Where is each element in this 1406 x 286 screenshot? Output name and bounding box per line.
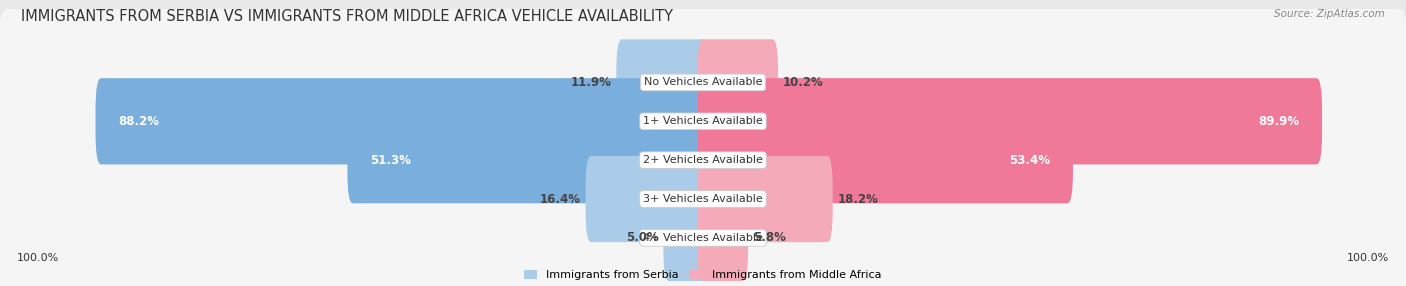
Text: 11.9%: 11.9%	[571, 76, 612, 89]
FancyBboxPatch shape	[0, 48, 1406, 195]
Text: 3+ Vehicles Available: 3+ Vehicles Available	[643, 194, 763, 204]
FancyBboxPatch shape	[96, 78, 709, 164]
FancyBboxPatch shape	[616, 39, 709, 126]
Text: IMMIGRANTS FROM SERBIA VS IMMIGRANTS FROM MIDDLE AFRICA VEHICLE AVAILABILITY: IMMIGRANTS FROM SERBIA VS IMMIGRANTS FRO…	[21, 9, 673, 23]
FancyBboxPatch shape	[697, 117, 1073, 203]
Text: 4+ Vehicles Available: 4+ Vehicles Available	[643, 233, 763, 243]
Text: 1+ Vehicles Available: 1+ Vehicles Available	[643, 116, 763, 126]
FancyBboxPatch shape	[0, 164, 1406, 286]
FancyBboxPatch shape	[697, 156, 832, 242]
FancyBboxPatch shape	[697, 78, 1322, 164]
Text: 89.9%: 89.9%	[1258, 115, 1299, 128]
Text: 100.0%: 100.0%	[1347, 253, 1389, 263]
FancyBboxPatch shape	[697, 195, 748, 281]
Text: 53.4%: 53.4%	[1010, 154, 1050, 167]
FancyBboxPatch shape	[664, 195, 709, 281]
Text: 2+ Vehicles Available: 2+ Vehicles Available	[643, 155, 763, 165]
Text: 100.0%: 100.0%	[17, 253, 59, 263]
FancyBboxPatch shape	[0, 87, 1406, 234]
FancyBboxPatch shape	[697, 39, 778, 126]
Legend: Immigrants from Serbia, Immigrants from Middle Africa: Immigrants from Serbia, Immigrants from …	[524, 270, 882, 281]
Text: 10.2%: 10.2%	[783, 76, 824, 89]
FancyBboxPatch shape	[0, 9, 1406, 156]
FancyBboxPatch shape	[347, 117, 709, 203]
Text: 18.2%: 18.2%	[838, 192, 879, 206]
Text: No Vehicles Available: No Vehicles Available	[644, 78, 762, 88]
Text: 88.2%: 88.2%	[118, 115, 159, 128]
Text: 5.0%: 5.0%	[626, 231, 658, 244]
Text: 51.3%: 51.3%	[370, 154, 411, 167]
Text: Source: ZipAtlas.com: Source: ZipAtlas.com	[1274, 9, 1385, 19]
Text: 5.8%: 5.8%	[752, 231, 786, 244]
FancyBboxPatch shape	[0, 126, 1406, 273]
Text: 16.4%: 16.4%	[540, 192, 581, 206]
FancyBboxPatch shape	[586, 156, 709, 242]
